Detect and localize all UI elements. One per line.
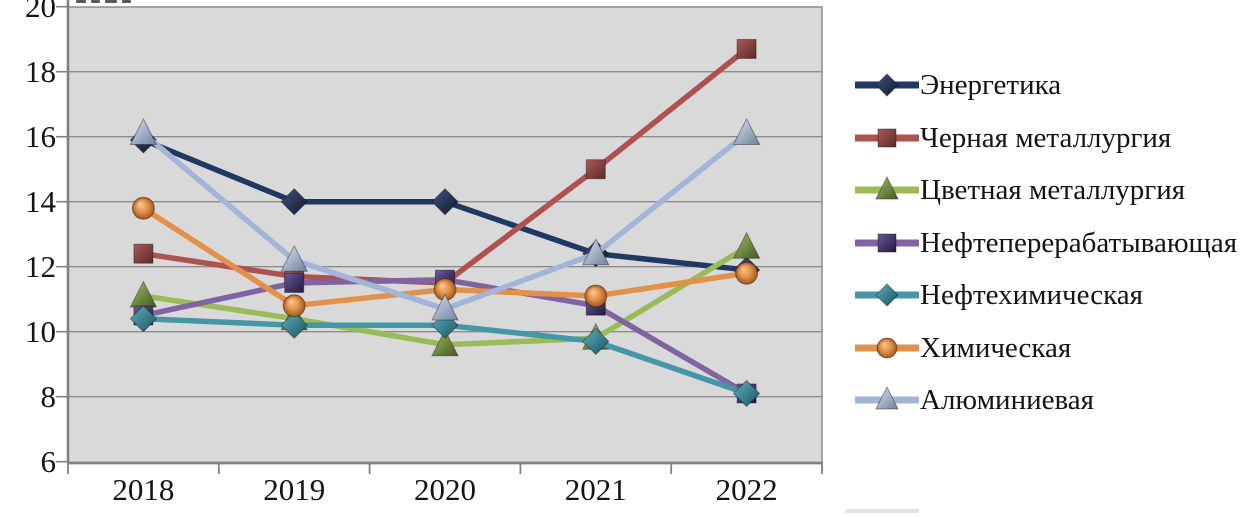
legend-item-ferrous-metallurgy: Черная металлургия — [855, 121, 1171, 155]
legend-item-energy: Энергетика — [855, 68, 1061, 102]
x-axis-label: 2019 — [263, 472, 325, 507]
series-marker-petrochemical-2021 — [582, 327, 610, 356]
series-marker-ferrous-metallurgy-2018 — [133, 243, 154, 264]
series-marker-energy-2019 — [280, 187, 308, 216]
clipped-glyph — [105, 0, 117, 3]
legend-label: Химическая — [920, 331, 1072, 364]
clipped-glyph — [76, 0, 86, 3]
clipped-edge-artifact — [845, 509, 919, 513]
x-axis-label: 2020 — [414, 472, 476, 507]
legend-label: Цветная металлургия — [920, 174, 1186, 206]
chart-legend: Энергетика Черная металлургия Цветная мета… — [855, 0, 1259, 517]
legend-item-chemical: Химическая — [855, 331, 1071, 365]
series-marker-aluminum-2020 — [431, 293, 459, 321]
series-marker-aluminum-2018 — [129, 117, 158, 145]
x-axis-label: 2022 — [716, 472, 778, 507]
x-axis-label: 2021 — [565, 472, 627, 507]
series-marker-petrochemical-2019 — [280, 311, 308, 339]
series-marker-energy-2020 — [431, 187, 459, 216]
legend-label: Нефтеперерабатывающая — [920, 226, 1238, 259]
legend-label: Алюминиевая — [920, 384, 1094, 416]
y-axis-label: 20 — [25, 0, 56, 24]
legend-item-aluminum: Алюминиевая — [855, 383, 1094, 417]
clipped-glyph — [91, 0, 100, 3]
clipped-glyph — [122, 0, 131, 3]
series-marker-chemical-2019 — [282, 294, 306, 318]
series-marker-nonferrous-metallurgy-2022 — [732, 231, 761, 259]
legend-key-triangle-icon — [855, 175, 919, 200]
series-marker-ferrous-metallurgy-2021 — [585, 159, 606, 180]
series-marker-ferrous-metallurgy-2022 — [736, 38, 757, 59]
legend-key-square-icon — [855, 233, 919, 252]
series-marker-chemical-2022 — [735, 261, 759, 285]
series-marker-chemical-2021 — [584, 284, 608, 308]
y-axis-label: 6 — [41, 444, 57, 479]
legend-key-diamond-icon — [855, 283, 919, 307]
y-axis-label: 16 — [25, 119, 56, 154]
legend-item-oil-refining: Нефтеперерабатывающая — [855, 226, 1237, 260]
legend-label: Черная металлургия — [920, 121, 1172, 154]
legend-key-circle-icon — [855, 337, 919, 358]
legend-key-square-icon — [855, 128, 919, 147]
legend-label: Энергетика — [920, 69, 1062, 101]
legend-label: Нефтехимическая — [920, 279, 1143, 311]
plot-area — [67, 6, 823, 464]
y-axis-label: 18 — [25, 54, 56, 89]
legend-item-petrochemical: Нефтехимическая — [855, 278, 1143, 312]
clipped-text-fragment — [76, 0, 136, 5]
y-axis-label: 8 — [41, 379, 57, 414]
legend-key-diamond-icon — [855, 73, 919, 97]
series-marker-aluminum-2022 — [732, 117, 761, 145]
x-axis-label: 2018 — [112, 472, 174, 507]
legend-key-triangle-icon — [855, 385, 919, 410]
y-axis-label: 14 — [25, 184, 57, 219]
series-marker-petrochemical-2018 — [129, 304, 158, 333]
y-axis-label: 12 — [25, 249, 56, 284]
y-axis-label: 10 — [25, 314, 56, 349]
series-marker-nonferrous-metallurgy-2020 — [431, 329, 459, 357]
legend-item-nonferrous-metallurgy: Цветная металлургия — [855, 173, 1185, 207]
series-marker-petrochemical-2022 — [732, 379, 761, 408]
series-marker-aluminum-2021 — [581, 238, 610, 266]
series-marker-oil-refining-2019 — [284, 272, 305, 293]
series-marker-chemical-2018 — [131, 196, 155, 220]
series-marker-aluminum-2019 — [280, 244, 309, 272]
